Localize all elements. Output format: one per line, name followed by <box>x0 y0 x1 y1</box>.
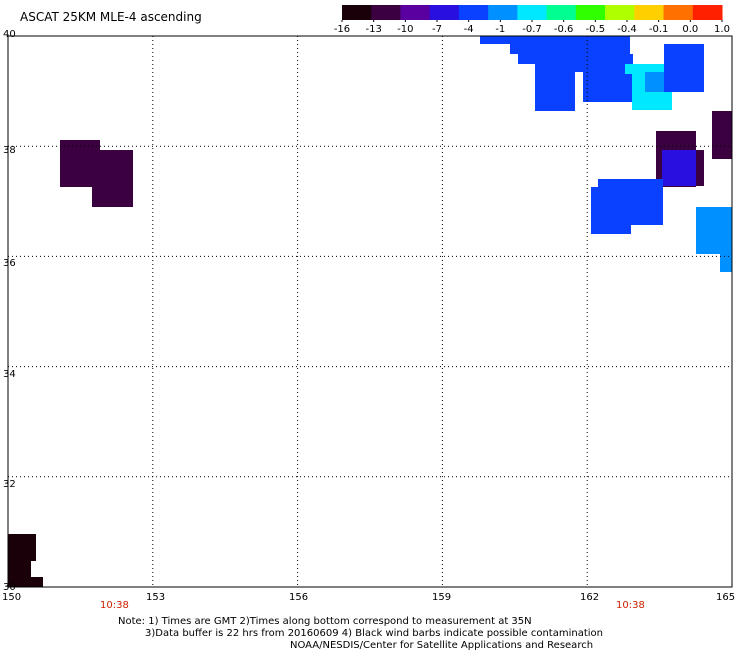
map-frame <box>7 35 733 588</box>
colorbar-segment <box>605 5 635 20</box>
colorbar-tick-label: -0.5 <box>586 24 606 35</box>
lon-label: 150 <box>2 592 21 603</box>
lat-label: 40 <box>3 29 16 40</box>
wind-cell <box>696 150 704 186</box>
colorbar-segment <box>400 5 431 20</box>
wind-cell <box>664 44 704 92</box>
colorbar-segment <box>692 5 723 20</box>
wind-cell <box>8 561 31 587</box>
lat-label: 34 <box>3 369 16 380</box>
longitude-labels: 150 153 156 159 162 165 <box>2 592 735 603</box>
wind-cell <box>480 36 630 44</box>
wind-cell <box>92 150 133 207</box>
map-title: ASCAT 25KM MLE-4 ascending <box>20 10 202 24</box>
wind-cell <box>597 44 627 70</box>
colorbar-tick-label: -10 <box>397 24 413 35</box>
lat-label: 32 <box>3 479 16 490</box>
wind-cell <box>625 64 633 74</box>
wind-cell <box>31 577 43 587</box>
colorbar-tick-label: 1.0 <box>714 24 730 35</box>
wind-cell <box>720 225 732 272</box>
wind-cell <box>8 534 36 561</box>
lon-label: 165 <box>716 592 735 603</box>
colorbar-tick-label: -0.7 <box>522 24 542 35</box>
latitude-labels: 40 38 36 34 32 30 <box>3 29 16 593</box>
colorbar-segment <box>488 5 518 20</box>
wind-cell <box>662 150 696 186</box>
note-line-3: NOAA/NESDIS/Center for Satellite Applica… <box>290 640 593 650</box>
note-line-1: Note: 1) Times are GMT 2)Times along bot… <box>118 616 532 627</box>
time-label: 10:38 <box>616 600 645 611</box>
colorbar-segment <box>429 5 460 20</box>
colorbar-tick-label: -7 <box>432 24 442 35</box>
colorbar-tick-label: 0.0 <box>682 24 698 35</box>
lon-label: 159 <box>432 592 451 603</box>
lon-label: 156 <box>289 592 308 603</box>
lat-label: 30 <box>3 582 16 593</box>
wind-cells <box>8 36 732 587</box>
note-line-2: 3)Data buffer is 22 hrs from 20160609 4)… <box>145 628 603 639</box>
colorbar-segment <box>546 5 577 20</box>
colorbar-segment <box>575 5 606 20</box>
colorbar-segment <box>371 5 401 20</box>
colorbar-segment <box>663 5 694 20</box>
colorbar-tick-label: -0.6 <box>554 24 574 35</box>
wind-cell <box>645 72 665 92</box>
colorbar-tick-label: -0.4 <box>617 24 637 35</box>
graticule <box>8 36 732 587</box>
wind-cell <box>548 44 583 72</box>
wind-cell <box>591 187 631 234</box>
lon-label: 162 <box>580 592 599 603</box>
colorbar-segment <box>458 5 489 20</box>
lat-label: 36 <box>3 258 16 269</box>
colorbar: -16 -13 -10 -7 -4 -1 -0.7 -0.6 -0.5 -0.4 -0.1 0.0 1.… <box>334 5 730 35</box>
colorbar-tick-label: -0.1 <box>649 24 669 35</box>
wind-cell <box>712 111 732 159</box>
colorbar-tick-label: -13 <box>365 24 381 35</box>
wind-cell <box>655 179 663 225</box>
colorbar-tick-label: -16 <box>334 24 350 35</box>
colorbar-tick-label: -1 <box>495 24 505 35</box>
colorbar-tick-label: -4 <box>464 24 474 35</box>
time-label: 10:38 <box>100 600 129 611</box>
lat-label: 38 <box>3 145 16 156</box>
lon-label: 153 <box>146 592 165 603</box>
colorbar-segment <box>517 5 548 20</box>
colorbar-segment <box>634 5 665 20</box>
colorbar-segment <box>342 5 372 20</box>
